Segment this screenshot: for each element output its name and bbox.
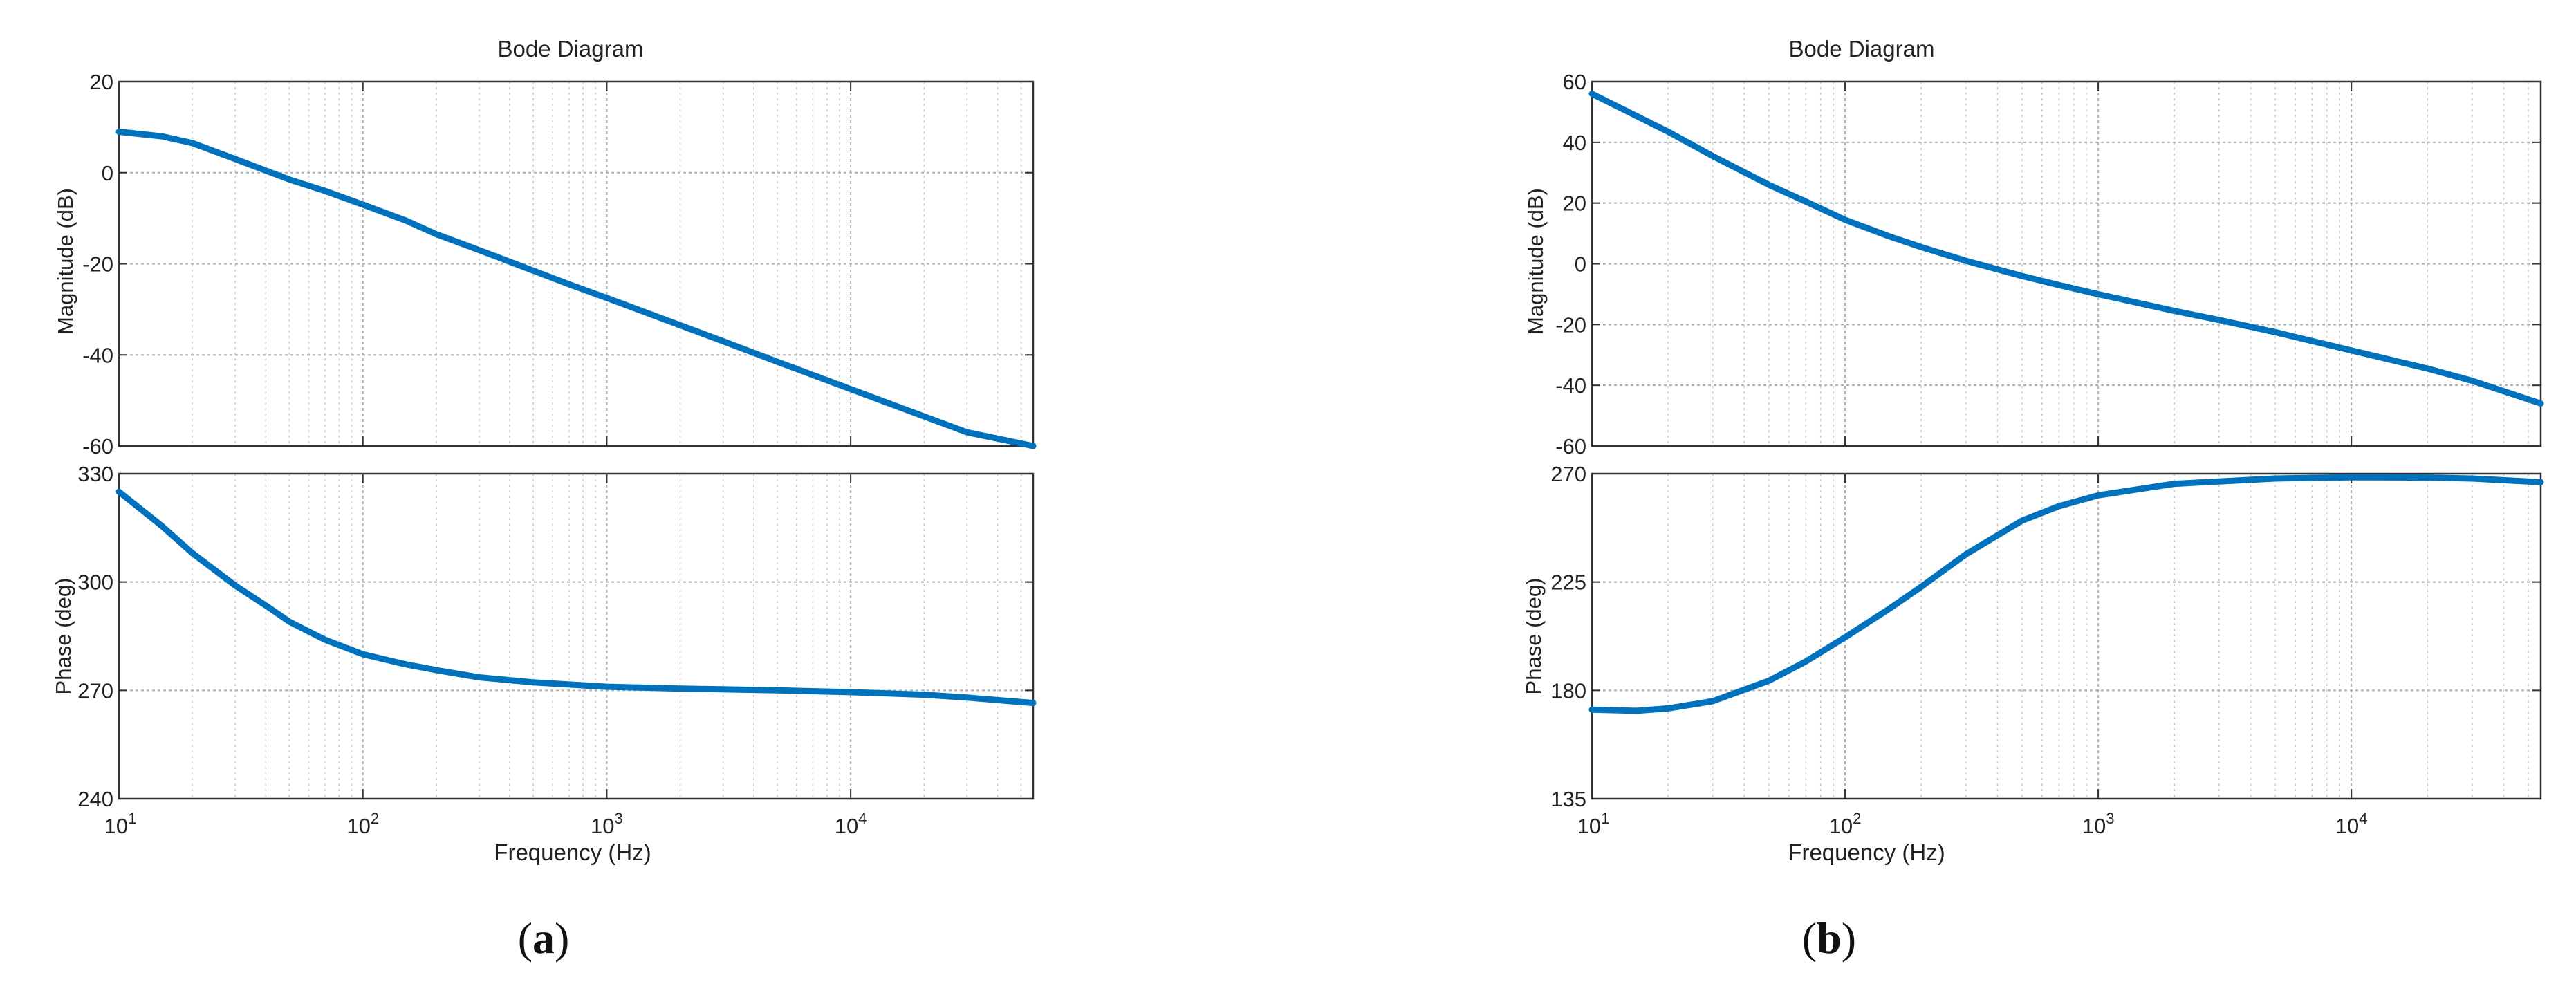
magnitude-y-tick-label: 0 (102, 161, 113, 185)
magnitude-series-line (115, 129, 1037, 449)
chart-title: Bode Diagram (1788, 36, 1935, 62)
magnitude-y-tick-label: -20 (1555, 313, 1586, 337)
x-axis-label: Frequency (Hz) (494, 839, 651, 865)
phase-series-line (1588, 474, 2544, 714)
magnitude-axes-frame (1591, 80, 2542, 447)
magnitude-y-tick-label: 60 (1563, 70, 1586, 94)
phase-y-tick-label: 225 (1550, 570, 1586, 595)
chart-title: Bode Diagram (497, 36, 644, 62)
magnitude-y-tick-label: -60 (1555, 434, 1586, 458)
magnitude-y-tick-label: 40 (1563, 131, 1586, 155)
x-tick-label: 102 (346, 810, 379, 838)
x-tick-label: 103 (2082, 810, 2115, 838)
x-tick-label: 102 (1829, 810, 1862, 838)
phase-y-tick-label: 300 (77, 570, 113, 595)
magnitude-y-tick-label: -20 (82, 252, 113, 277)
figure-caption-b: (b) (1801, 913, 1857, 963)
x-tick-label: 101 (104, 810, 137, 838)
phase-y-tick-label: 180 (1550, 678, 1586, 703)
x-axis-label: Frequency (Hz) (1788, 839, 1945, 865)
phase-series-line (115, 488, 1037, 707)
figure-b: Bode Diagram Magnitude (dB) Phase (deg) … (1288, 0, 2575, 993)
phase-y-tick-label: 240 (77, 787, 113, 811)
magnitude-y-tick-label: 0 (1575, 252, 1586, 277)
phase-axes-frame (1591, 472, 2542, 800)
magnitude-y-tick-label: -40 (1555, 373, 1586, 398)
x-tick-label: 101 (1577, 810, 1610, 838)
figure-caption-a: (a) (517, 913, 570, 963)
phase-y-tick-label: 270 (1550, 462, 1586, 486)
magnitude-series-line (1588, 91, 2544, 407)
phase-axes-frame (118, 472, 1035, 800)
magnitude-y-tick-label: -60 (82, 434, 113, 458)
magnitude-y-tick-label: 20 (1563, 192, 1586, 216)
x-tick-label: 104 (2335, 810, 2368, 838)
magnitude-y-tick-label: -40 (82, 343, 113, 367)
figure-a: Bode Diagram Magnitude (dB) Phase (deg) … (51, 36, 1037, 963)
phase-y-tick-label: 270 (77, 678, 113, 703)
x-tick-label: 104 (835, 810, 867, 838)
magnitude-axes-frame (118, 80, 1035, 447)
phase-y-tick-label: 135 (1550, 787, 1586, 811)
magnitude-y-tick-label: 20 (90, 70, 113, 94)
phase-y-tick-label: 330 (77, 462, 113, 486)
x-tick-label: 103 (591, 810, 623, 838)
